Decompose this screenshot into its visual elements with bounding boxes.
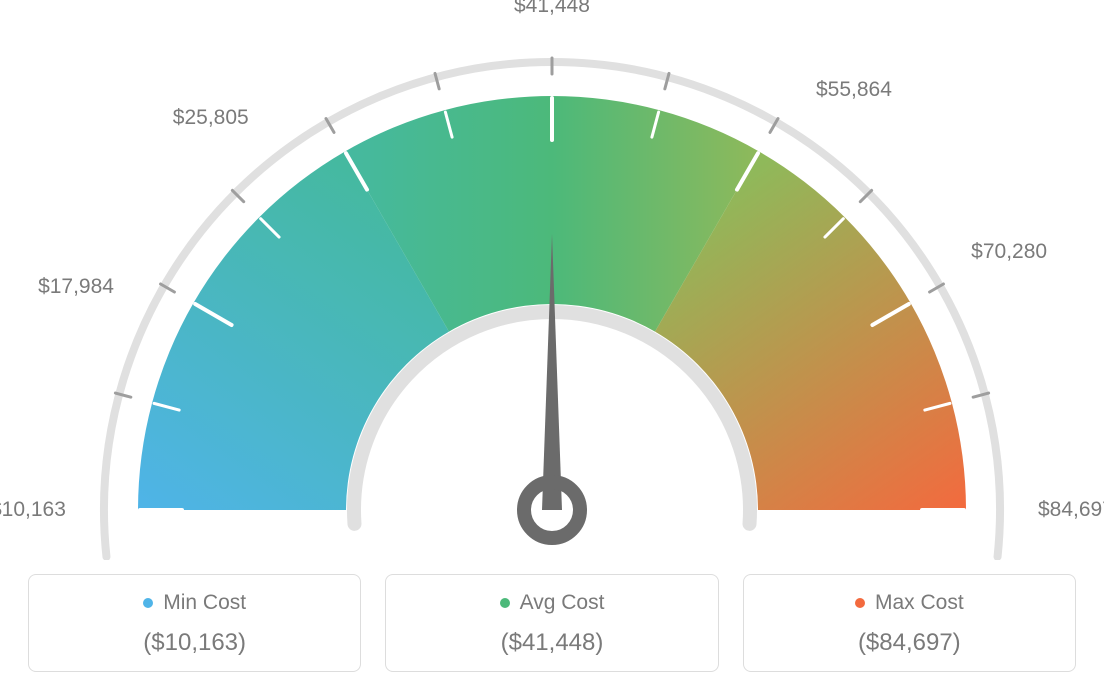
min-cost-label: Min Cost — [163, 591, 246, 615]
dot-icon — [143, 598, 153, 608]
dot-icon — [500, 598, 510, 608]
gauge-tick-label: $84,697 — [1038, 498, 1104, 522]
min-cost-title: Min Cost — [143, 591, 246, 615]
min-cost-value: ($10,163) — [29, 629, 360, 657]
max-cost-value: ($84,697) — [744, 629, 1075, 657]
gauge-tick-label: $25,805 — [173, 106, 249, 130]
max-cost-label: Max Cost — [875, 591, 964, 615]
max-cost-title: Max Cost — [855, 591, 964, 615]
cost-gauge-container: $10,163 $17,984 $25,805 $41,448 $55,864 $70,2… — [0, 0, 1104, 690]
gauge-tick-label: $55,864 — [816, 78, 892, 102]
gauge-area: $10,163 $17,984 $25,805 $41,448 $55,864 $70,2… — [0, 0, 1104, 560]
gauge-tick-label: $41,448 — [514, 0, 590, 18]
min-cost-card: Min Cost ($10,163) — [28, 574, 361, 672]
summary-cards: Min Cost ($10,163) Avg Cost ($41,448) Ma… — [0, 574, 1104, 672]
gauge-tick-label: $17,984 — [38, 275, 114, 299]
avg-cost-card: Avg Cost ($41,448) — [385, 574, 718, 672]
avg-cost-title: Avg Cost — [500, 591, 605, 615]
gauge-svg — [0, 0, 1104, 560]
dot-icon — [855, 598, 865, 608]
gauge-tick-label: $10,163 — [0, 498, 66, 522]
max-cost-card: Max Cost ($84,697) — [743, 574, 1076, 672]
avg-cost-label: Avg Cost — [520, 591, 605, 615]
avg-cost-value: ($41,448) — [386, 629, 717, 657]
gauge-tick-label: $70,280 — [971, 240, 1047, 264]
